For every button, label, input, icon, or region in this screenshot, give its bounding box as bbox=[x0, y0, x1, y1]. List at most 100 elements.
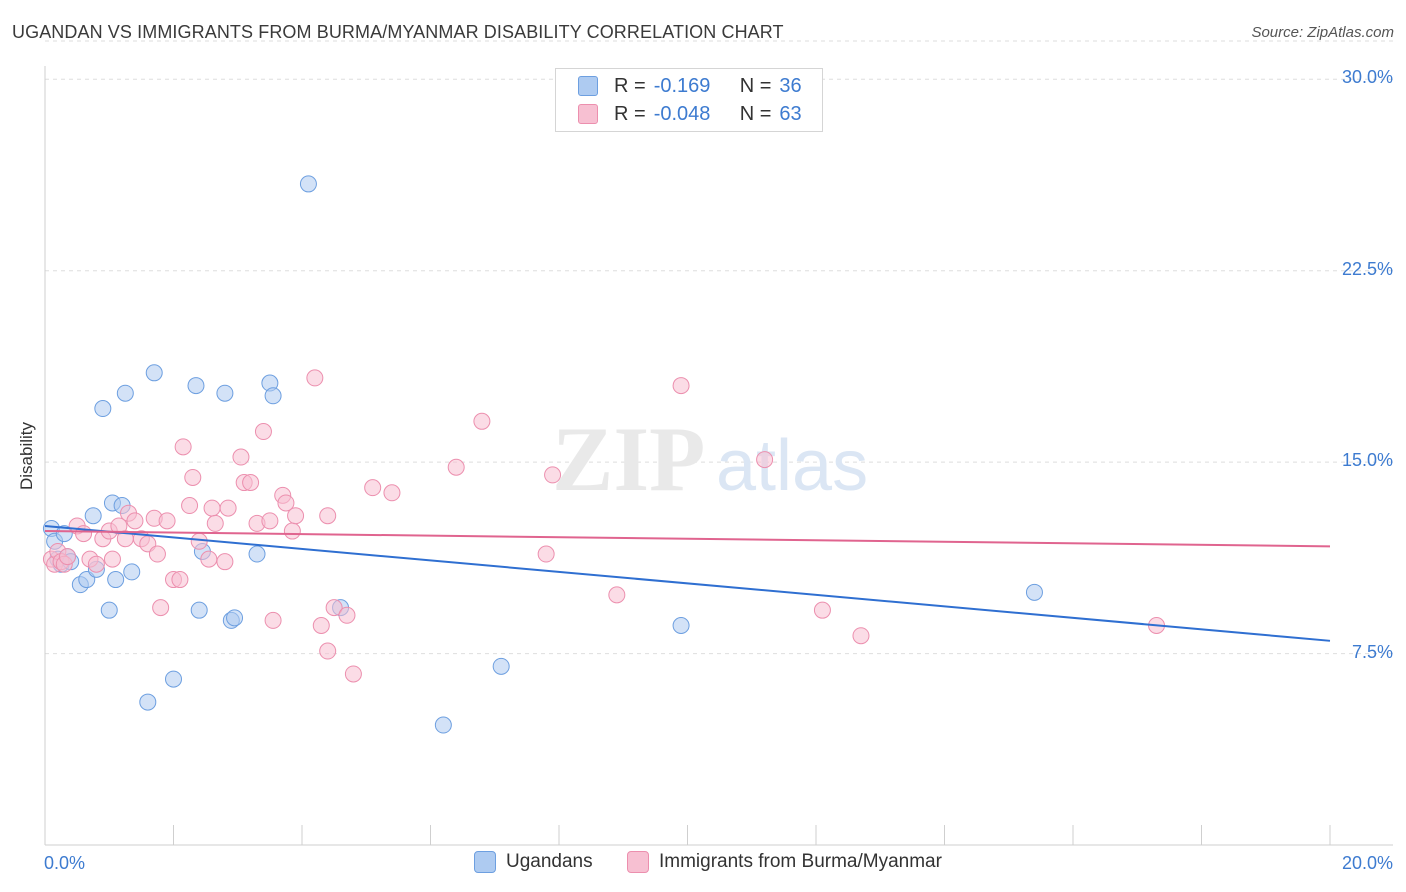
burma-point bbox=[184, 468, 202, 486]
legend-n-label: N = bbox=[739, 74, 772, 97]
x-tick-label: 20.0% bbox=[1341, 853, 1393, 873]
watermark: ZIP atlas bbox=[552, 408, 868, 510]
ugandan-point bbox=[139, 693, 157, 711]
ugandan-point bbox=[123, 563, 141, 581]
correlation-legend: R = -0.169 N = 36 R = -0.048 N = 63 bbox=[555, 68, 823, 132]
ugandan-point bbox=[492, 657, 510, 675]
trend-layer bbox=[44, 524, 1331, 642]
burma-point bbox=[312, 616, 330, 634]
burma-point bbox=[158, 512, 176, 530]
burma-point bbox=[287, 507, 305, 525]
legend-label-burma: Immigrants from Burma/Myanmar bbox=[659, 851, 942, 872]
burma-point bbox=[58, 548, 76, 566]
burma-point bbox=[473, 412, 491, 430]
burma-point bbox=[190, 532, 208, 550]
burma-point bbox=[277, 494, 295, 512]
legend-label-ugandans: Ugandans bbox=[506, 851, 593, 872]
burma-point bbox=[126, 512, 144, 530]
source-label: Source: ZipAtlas.com bbox=[1251, 24, 1394, 41]
burma-point bbox=[206, 514, 224, 532]
burma-point bbox=[537, 545, 555, 563]
burma-point bbox=[338, 606, 356, 624]
ugandan-point bbox=[299, 175, 317, 193]
burma-point bbox=[232, 448, 250, 466]
legend-swatch-blue bbox=[578, 76, 598, 96]
ugandan-point bbox=[100, 601, 118, 619]
burma-point bbox=[447, 458, 465, 476]
legend-item-ugandans[interactable]: Ugandans bbox=[474, 851, 593, 873]
burma-point bbox=[171, 571, 189, 589]
ugandan-point bbox=[187, 377, 205, 395]
burma-point bbox=[174, 438, 192, 456]
axis-layer bbox=[44, 66, 1393, 846]
burma-point bbox=[852, 627, 870, 645]
legend-item-burma[interactable]: Immigrants from Burma/Myanmar bbox=[627, 851, 942, 873]
burma-point bbox=[608, 586, 626, 604]
burma-point bbox=[306, 369, 324, 387]
ugandan-point bbox=[1025, 583, 1043, 601]
burma-point bbox=[344, 665, 362, 683]
ugandan-point bbox=[107, 571, 125, 589]
burma-point bbox=[672, 377, 690, 395]
burma-point bbox=[200, 550, 218, 568]
ugandan-point bbox=[145, 364, 163, 382]
burma-point bbox=[242, 474, 260, 492]
burma-point bbox=[103, 550, 121, 568]
ugandan-point bbox=[190, 601, 208, 619]
y-tick-label: 15.0% bbox=[1341, 450, 1393, 471]
legend-swatch-blue bbox=[474, 851, 496, 873]
x-tick-label: 0.0% bbox=[44, 853, 86, 873]
burma-point bbox=[261, 512, 279, 530]
watermark-atlas: atlas bbox=[716, 426, 868, 506]
burma-point bbox=[813, 601, 831, 619]
burma-trend-line bbox=[44, 530, 1331, 548]
burma-point bbox=[264, 611, 282, 629]
ugandan-point bbox=[434, 716, 452, 734]
burma-point bbox=[283, 522, 301, 540]
y-tick-label: 22.5% bbox=[1341, 258, 1393, 279]
burma-point bbox=[254, 423, 272, 441]
legend-r-label: R = bbox=[614, 102, 646, 125]
watermark-zip: ZIP bbox=[552, 408, 705, 510]
legend-r-value: -0.169 bbox=[653, 74, 711, 97]
ugandan-trend-line bbox=[44, 524, 1331, 642]
ugandan-point bbox=[216, 384, 234, 402]
legend-n-label: N = bbox=[739, 102, 772, 125]
burma-point bbox=[756, 451, 774, 469]
burma-point bbox=[152, 599, 170, 617]
burma-point bbox=[544, 466, 562, 484]
points-layer bbox=[42, 175, 1166, 734]
legend-n-value: 36 bbox=[779, 74, 802, 97]
legend-swatch-pink bbox=[627, 851, 649, 873]
burma-point bbox=[181, 497, 199, 515]
ugandan-point bbox=[226, 609, 244, 627]
burma-point bbox=[319, 507, 337, 525]
burma-point bbox=[219, 499, 237, 517]
ugandan-point bbox=[248, 545, 266, 563]
legend-row-ugandans: R = -0.169 N = 36 bbox=[578, 73, 802, 99]
burma-point bbox=[148, 545, 166, 563]
burma-point bbox=[319, 642, 337, 660]
ugandan-point bbox=[94, 400, 112, 418]
ugandan-point bbox=[165, 670, 182, 688]
burma-point bbox=[383, 484, 401, 502]
burma-point bbox=[87, 555, 105, 573]
ugandan-point bbox=[264, 387, 282, 405]
y-tick-label: 30.0% bbox=[1341, 67, 1393, 88]
burma-point bbox=[364, 479, 382, 497]
ugandan-point bbox=[55, 525, 73, 543]
grid-layer bbox=[45, 40, 1393, 655]
legend-r-label: R = bbox=[614, 74, 646, 97]
burma-point bbox=[325, 599, 343, 617]
legend-r-value: -0.048 bbox=[653, 102, 711, 125]
legend-row-burma: R = -0.048 N = 63 bbox=[578, 101, 802, 127]
legend-swatch-pink bbox=[578, 104, 598, 124]
chart-title: UGANDAN VS IMMIGRANTS FROM BURMA/MYANMAR… bbox=[12, 22, 784, 42]
burma-point bbox=[216, 553, 234, 571]
burma-point bbox=[203, 499, 221, 517]
legend-n-value: 63 bbox=[779, 102, 802, 125]
y-axis-label: Disability bbox=[17, 421, 36, 491]
ugandan-point bbox=[672, 616, 690, 634]
ugandan-point bbox=[116, 384, 134, 402]
